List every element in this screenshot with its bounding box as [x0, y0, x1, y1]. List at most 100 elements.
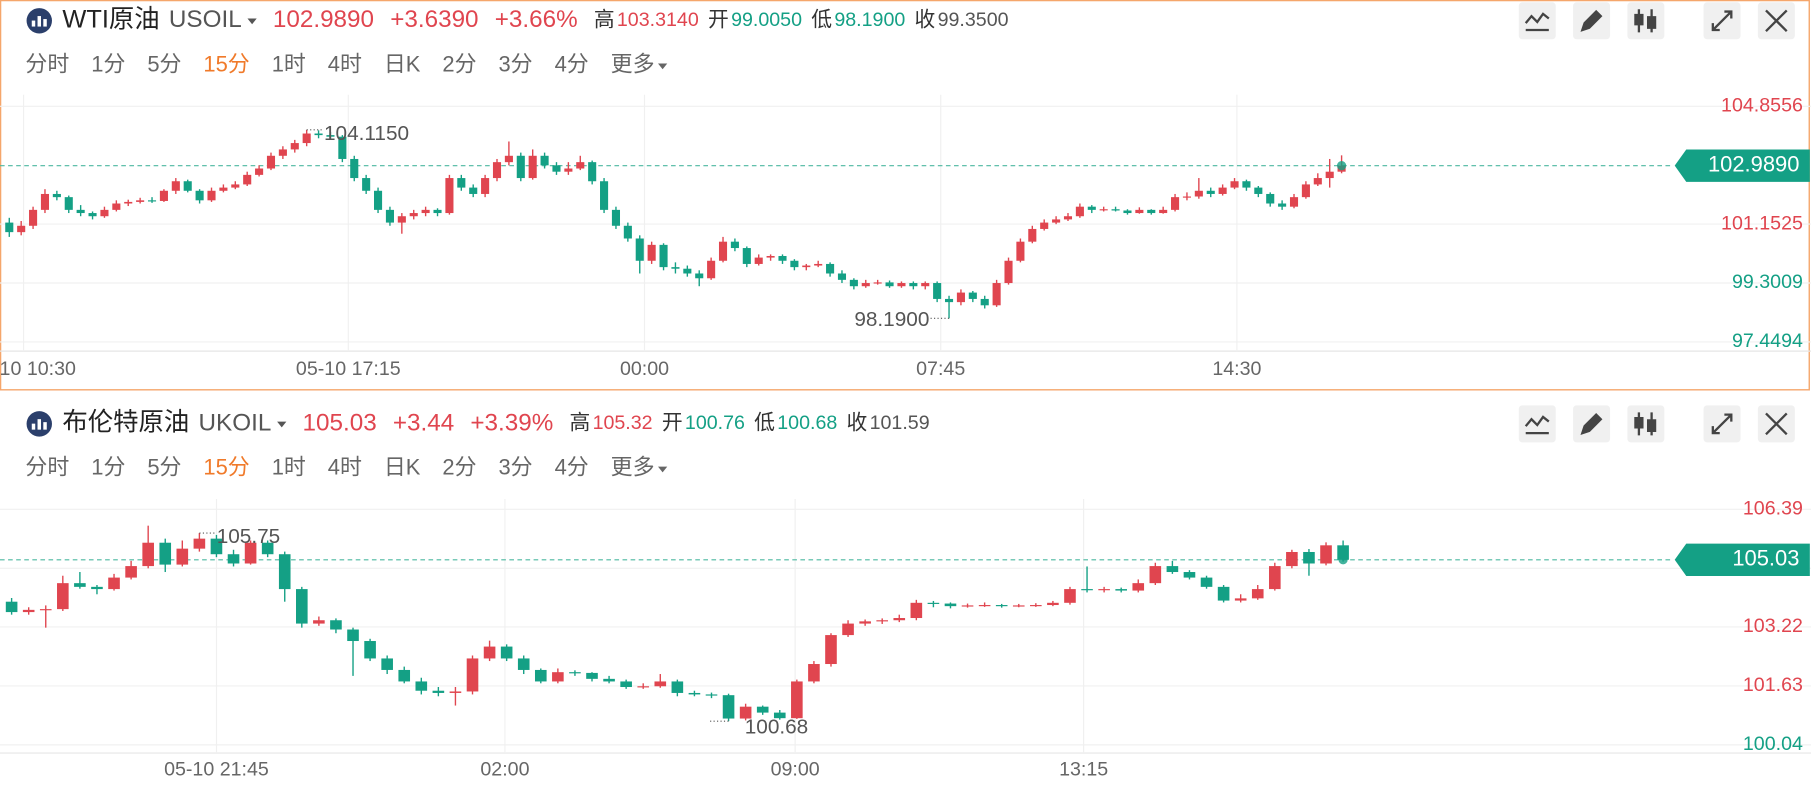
logo-bar — [43, 19, 47, 27]
candle-body — [705, 694, 718, 696]
candle-body — [193, 538, 206, 549]
timeframe-tab[interactable]: 4分 — [555, 455, 589, 480]
candle-body — [826, 263, 835, 274]
candle-body — [1087, 206, 1096, 210]
candle-body — [1028, 228, 1037, 242]
candle-body — [195, 190, 204, 201]
candle-body — [1234, 598, 1247, 601]
candle-body — [255, 168, 264, 175]
candle-body — [933, 283, 942, 299]
timeframe-tab[interactable]: 日K — [384, 455, 421, 480]
candle-body — [326, 135, 335, 137]
timeframe-tab[interactable]: 1分 — [91, 455, 125, 480]
annotation-label: 105.75 — [217, 525, 281, 548]
toolbar-button[interactable] — [1627, 405, 1665, 443]
timeframe-tab[interactable]: 日K — [384, 52, 421, 77]
timeframe-tab[interactable]: 分时 — [25, 455, 69, 480]
candle-body — [791, 681, 803, 719]
stat-value: 99.0050 — [731, 9, 802, 31]
candle-body — [1132, 583, 1145, 591]
candle-body — [1099, 209, 1108, 211]
candle-body — [1098, 589, 1110, 591]
candle-body — [1159, 209, 1168, 214]
last-price: 102.9890 — [273, 6, 374, 33]
candle-body — [350, 158, 359, 179]
candle-body — [88, 213, 97, 217]
timeframe-tab[interactable]: 1时 — [272, 52, 306, 77]
timeframe-tab[interactable]: 1时 — [272, 455, 306, 480]
timeframe-tab[interactable]: 更多 — [611, 52, 655, 77]
last-price-label: 105.03 — [1732, 546, 1799, 571]
timeframe-tab[interactable]: 分时 — [25, 52, 69, 77]
candle-body — [296, 589, 308, 624]
candle-body — [176, 548, 189, 565]
timeframe-tab[interactable]: 3分 — [498, 52, 532, 77]
annotation-label: 104.1150 — [324, 122, 409, 145]
timeframe-tab[interactable]: 2分 — [442, 52, 476, 77]
timeframe-tab[interactable]: 4时 — [328, 455, 362, 480]
dropdown-arrow[interactable] — [277, 421, 287, 428]
candle-body — [956, 292, 965, 303]
dropdown-arrow[interactable] — [658, 466, 668, 473]
candle-body — [1217, 586, 1230, 601]
candle-body — [569, 672, 581, 674]
timeframe-tab[interactable]: 5分 — [147, 455, 181, 480]
candle-body — [1289, 197, 1299, 207]
symbol-code[interactable]: UKOIL — [199, 409, 272, 436]
candle-body — [814, 263, 823, 266]
candle-body — [108, 577, 120, 590]
logo-bar — [37, 419, 42, 430]
stat-value: 105.32 — [593, 412, 653, 434]
candle-body — [1075, 206, 1084, 217]
candle-body — [1325, 171, 1334, 179]
live-dot — [1336, 161, 1347, 171]
timeframe-tab[interactable]: 5分 — [147, 52, 181, 77]
candle-body — [978, 605, 991, 607]
dropdown-arrow[interactable] — [247, 18, 257, 25]
candle-body — [944, 298, 954, 303]
timeframe-tab[interactable]: 1分 — [91, 52, 125, 77]
candle-body — [469, 187, 478, 194]
timeframe-tab[interactable]: 15分 — [203, 455, 249, 480]
candle-body — [136, 200, 145, 202]
candle-body — [1004, 260, 1013, 284]
candle-body — [1166, 566, 1179, 573]
candle-body — [1301, 184, 1310, 198]
timeframe-tab[interactable]: 4时 — [328, 52, 362, 77]
candle-body — [873, 282, 882, 284]
candle-body — [528, 155, 537, 179]
timeframe-tab[interactable]: 更多 — [611, 455, 655, 480]
timeframe-tab[interactable]: 2分 — [442, 455, 476, 480]
candle-body — [409, 213, 418, 217]
candle-body — [756, 706, 769, 713]
candle-body — [183, 181, 192, 191]
stat-value: 103.3140 — [617, 9, 699, 31]
dropdown-arrow[interactable] — [658, 63, 668, 70]
candle-body — [1206, 190, 1215, 194]
candle-body — [1047, 602, 1059, 606]
candle-body — [671, 681, 684, 693]
candle-body — [992, 283, 1001, 306]
candle-body — [397, 216, 406, 223]
stat-name: 高 — [594, 8, 615, 31]
toolbar-button[interactable] — [1627, 2, 1665, 40]
candle-body — [603, 678, 615, 682]
candle-body — [842, 623, 854, 636]
stat-value: 101.59 — [870, 412, 930, 434]
timeframe-tab[interactable]: 4分 — [555, 52, 589, 77]
timeframe-tab[interactable]: 3分 — [498, 455, 532, 480]
candle-body — [381, 658, 393, 670]
candle-body — [124, 201, 133, 204]
x-tick-label: 00:00 — [620, 358, 669, 380]
candle-body — [683, 268, 692, 274]
candle-body — [1337, 545, 1349, 560]
last-price-tag — [1674, 543, 1810, 576]
candle-body — [1218, 187, 1227, 194]
timeframe-tab[interactable]: 15分 — [203, 52, 249, 77]
stat-value: 99.3500 — [938, 9, 1009, 31]
symbol-code[interactable]: USOIL — [169, 6, 242, 33]
last-price-label: 102.9890 — [1708, 151, 1800, 176]
y-tick-label: 101.1525 — [1721, 212, 1803, 234]
candle-body — [837, 273, 847, 280]
